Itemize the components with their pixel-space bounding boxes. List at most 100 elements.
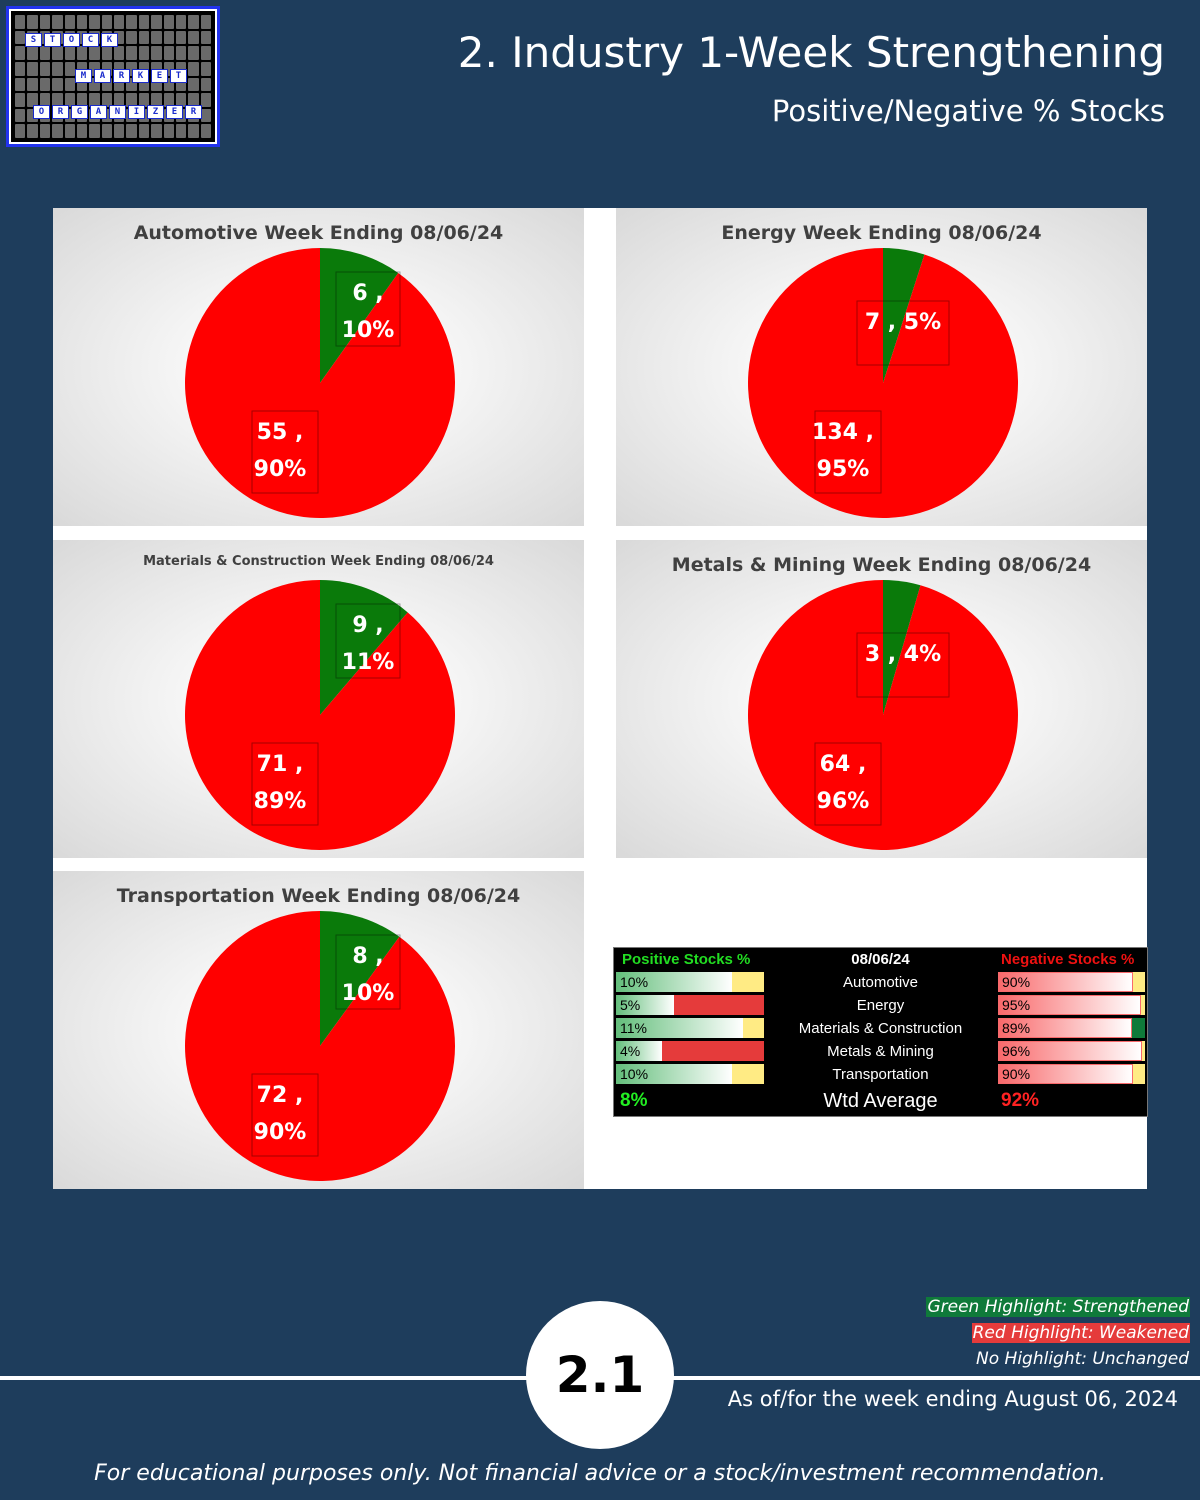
- logo-cell: [15, 46, 26, 60]
- logo-cell: [114, 30, 125, 45]
- logo-cell: [64, 93, 75, 107]
- logo-cell: [138, 77, 150, 92]
- logo-cell: [126, 77, 137, 92]
- logo-cell: [188, 93, 199, 107]
- logo-letter: O: [63, 33, 80, 47]
- industry-name: Energy: [856, 997, 905, 1014]
- logo-cell: [151, 124, 162, 138]
- pie-slice-negative: [747, 580, 1018, 850]
- pie-data-label: 90%: [254, 1120, 307, 1145]
- logo-letter: E: [151, 69, 168, 83]
- industry-name: Materials & Construction: [798, 1020, 963, 1037]
- logo-letter: A: [94, 69, 111, 83]
- logo-cell: [39, 15, 51, 29]
- logo-cell: [114, 15, 125, 29]
- logo-cell: [163, 30, 174, 45]
- logo-cell: [76, 46, 88, 60]
- logo-letter: A: [90, 105, 107, 119]
- positive-cell: 10%: [616, 972, 764, 992]
- pie-slice-positive: [320, 248, 399, 383]
- logo-letter: I: [128, 105, 145, 119]
- logo-cell: [188, 46, 199, 60]
- positive-bar: [616, 972, 732, 992]
- pie-data-label: 96%: [817, 789, 870, 814]
- data-label-box: [814, 742, 882, 826]
- positive-highlight: [732, 972, 764, 992]
- pie-data-label: 95%: [817, 457, 870, 482]
- logo-cell: [188, 30, 199, 45]
- pie-data-label: 6 ,: [352, 281, 383, 306]
- positive-highlight: [674, 995, 764, 1015]
- logo-cell: [27, 15, 38, 29]
- pie-chart-materials-construction: 9 , 11% 71 , 89% Materials & Construction W…: [53, 540, 584, 858]
- logo-cell: [64, 77, 75, 92]
- logo-cell: [39, 93, 51, 107]
- logo-cell: [89, 77, 100, 92]
- logo-cell: [39, 124, 51, 138]
- data-label-box: [335, 603, 401, 679]
- pie-data-label: 11%: [342, 650, 395, 675]
- logo-cell: [151, 61, 162, 76]
- pie-data-label: 55 ,: [257, 420, 304, 445]
- logo-cell: [163, 77, 174, 92]
- chart-title: Energy Week Ending 08/06/24: [721, 222, 1042, 244]
- logo-cell: [114, 46, 125, 60]
- logo-cell: [151, 93, 162, 107]
- logo-cell: [151, 77, 162, 92]
- logo-grid: [15, 15, 211, 138]
- logo-letter: C: [82, 33, 99, 47]
- pie-data-label: 71 ,: [257, 752, 304, 777]
- logo-letter: N: [109, 105, 126, 119]
- logo-cell: [175, 30, 187, 45]
- logo-cell: [126, 61, 137, 76]
- positive-cell: 4%: [616, 1041, 764, 1061]
- logo-cell: [114, 124, 125, 138]
- pie-slice-negative: [184, 248, 455, 518]
- logo-cell: [200, 93, 211, 107]
- logo-cell: [200, 77, 211, 92]
- positive-highlight: [743, 1018, 764, 1038]
- negative-highlight: [1132, 1018, 1145, 1038]
- logo-cell: [76, 15, 88, 29]
- table-average-row: 8% Wtd Average 92%: [614, 1088, 1147, 1114]
- table-row: 10% Automotive 90%: [614, 972, 1147, 994]
- logo-cell: [89, 61, 100, 76]
- pie-chart-energy: 7 , 5% 134 , 95% Energy Week Ending 08/06/…: [616, 208, 1147, 526]
- pie-slice-positive: [320, 911, 400, 1046]
- positive-cell: 10%: [616, 1064, 764, 1084]
- as-of-date: As of/for the week ending August 06, 202…: [727, 1387, 1178, 1411]
- negative-highlight: [1142, 1041, 1145, 1061]
- logo-cell: [151, 46, 162, 60]
- negative-value: 90%: [1002, 1066, 1031, 1082]
- pie-svg: 7 , 5% 134 , 95%: [748, 248, 1019, 518]
- chart-title: Materials & Construction Week Ending 08/…: [143, 554, 494, 569]
- pie-data-label: 10%: [342, 318, 395, 343]
- chart-title: Metals & Mining Week Ending 08/06/24: [671, 554, 1092, 576]
- data-label-box: [856, 300, 950, 366]
- logo-cell: [175, 124, 187, 138]
- logo-letter: R: [52, 105, 69, 119]
- logo-cell: [15, 77, 26, 92]
- logo-cell: [138, 46, 150, 60]
- logo-cell: [101, 61, 112, 76]
- logo-cell: [15, 93, 26, 107]
- table-row: 4% Metals & Mining 96%: [614, 1041, 1147, 1063]
- pie-data-label: 72 ,: [257, 1083, 304, 1108]
- positive-bar: [616, 1041, 662, 1061]
- summary-table: Positive Stocks % 08/06/24 Negative Stoc…: [613, 947, 1148, 1117]
- industry-name: Transportation: [832, 1066, 929, 1083]
- logo-cell: [126, 15, 137, 29]
- logo-cell: [200, 30, 211, 45]
- logo-cell: [27, 46, 38, 60]
- logo-cell: [188, 124, 199, 138]
- logo-cell: [200, 46, 211, 60]
- industry-name: Metals & Mining: [827, 1043, 934, 1060]
- logo-cell: [27, 93, 38, 107]
- positive-value: 10%: [620, 974, 649, 990]
- pie-data-label: 8 ,: [352, 944, 383, 969]
- logo-letter: T: [44, 33, 61, 47]
- logo-cell: [200, 61, 211, 76]
- negative-cell: 95%: [998, 995, 1145, 1015]
